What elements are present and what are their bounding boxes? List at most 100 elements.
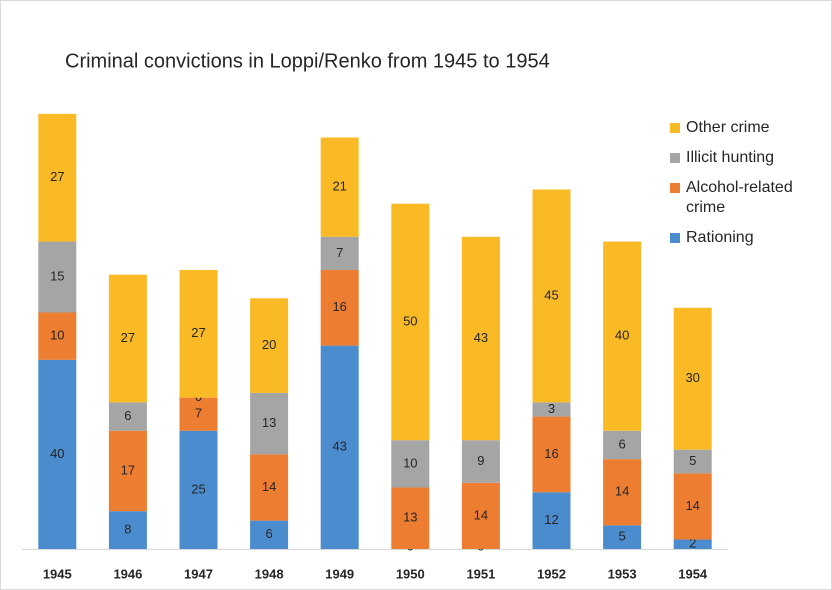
legend-label: Alcohol-related crime — [686, 179, 793, 216]
data-label: 9 — [477, 453, 484, 468]
legend-swatch — [670, 233, 680, 243]
x-tick-label: 1950 — [396, 566, 425, 581]
data-label: 16 — [332, 299, 346, 314]
bar-segment — [532, 189, 571, 403]
bar-segment — [391, 440, 430, 488]
legend-swatch — [670, 183, 680, 193]
data-label: 30 — [685, 370, 699, 385]
bar-segment — [108, 402, 147, 431]
bar-segment — [38, 113, 77, 242]
bar-segment — [603, 525, 642, 549]
bar-segment — [320, 236, 359, 270]
x-tick-label: 1945 — [43, 566, 72, 581]
data-label: 27 — [191, 325, 205, 340]
data-label: 12 — [544, 512, 558, 527]
bar-segment — [532, 402, 571, 417]
bar-segment — [673, 539, 712, 549]
chart-title: Criminal convictions in Loppi/Renko from… — [65, 50, 550, 72]
x-tick-label: 1947 — [184, 566, 213, 581]
bar-segment — [532, 416, 571, 493]
legend: Other crime Illicit hunting Alcohol-relate… — [670, 118, 830, 258]
x-tick-label: 1951 — [466, 566, 495, 581]
bar-segment — [603, 241, 642, 431]
data-label: 5 — [618, 529, 625, 544]
bar-segment — [673, 307, 712, 450]
data-label: 10 — [403, 455, 417, 470]
bar-segment — [250, 298, 289, 393]
bar-segment — [673, 473, 712, 540]
data-label: 50 — [403, 313, 417, 328]
bar-segment — [38, 241, 77, 313]
data-label: 6 — [265, 526, 272, 541]
data-label: 14 — [685, 498, 699, 513]
data-label: 10 — [50, 328, 64, 343]
x-tick-label: 1948 — [255, 566, 284, 581]
bar-segment — [38, 312, 77, 360]
bar-segment — [179, 430, 218, 549]
data-label: 45 — [544, 287, 558, 302]
data-label: 21 — [332, 179, 346, 194]
bar-segment — [320, 345, 359, 549]
data-label: 27 — [50, 169, 64, 184]
data-label: 3 — [548, 401, 555, 416]
data-label: 7 — [195, 406, 202, 421]
data-label: 14 — [615, 484, 629, 499]
x-tick-label: 1949 — [325, 566, 354, 581]
bar-segment — [673, 449, 712, 474]
bar-segment — [320, 137, 359, 237]
x-tick-label: 1953 — [608, 566, 637, 581]
bar-segment — [179, 269, 218, 398]
data-label: 6 — [618, 436, 625, 451]
legend-label: Other crime — [686, 119, 770, 136]
data-label: 7 — [336, 245, 343, 260]
x-tick-label: 1952 — [537, 566, 566, 581]
legend-item: Other crime — [670, 118, 830, 138]
bar-segment — [461, 236, 500, 441]
data-label: 25 — [191, 481, 205, 496]
data-label: 40 — [50, 446, 64, 461]
data-label: 43 — [474, 330, 488, 345]
bar-segment — [532, 492, 571, 549]
legend-label: Rationing — [686, 229, 754, 246]
data-label: 14 — [262, 479, 276, 494]
bar-segment — [250, 454, 289, 521]
bar-segment — [320, 269, 359, 346]
bar-segment — [603, 430, 642, 460]
bar-segment — [461, 440, 500, 483]
data-label: 17 — [121, 462, 135, 477]
bar-segment — [108, 274, 147, 403]
data-label: 2 — [689, 536, 696, 551]
data-label: 13 — [403, 510, 417, 525]
bar-segment — [603, 459, 642, 526]
data-label: 8 — [124, 522, 131, 537]
legend-item: Illicit hunting — [670, 148, 830, 168]
x-tick-label: 1946 — [113, 566, 142, 581]
legend-swatch — [670, 153, 680, 163]
bar-segment — [391, 203, 430, 441]
x-tick-label: 1954 — [678, 566, 708, 581]
legend-item: Alcohol-related crime — [670, 178, 830, 218]
bar-segment — [250, 392, 289, 455]
data-label: 43 — [332, 439, 346, 454]
data-label: 14 — [474, 507, 488, 522]
legend-item: Rationing — [670, 228, 830, 248]
legend-swatch — [670, 123, 680, 133]
data-label: 15 — [50, 268, 64, 283]
bar-segment — [391, 487, 430, 549]
legend-label: Illicit hunting — [686, 149, 775, 166]
bar-segment — [108, 511, 147, 549]
data-label: 20 — [262, 337, 276, 352]
data-label: 6 — [124, 408, 131, 423]
data-label: 5 — [689, 453, 696, 468]
data-label: 40 — [615, 328, 629, 343]
bar-segment — [461, 482, 500, 549]
bar-segment — [38, 359, 77, 549]
bar-segment — [108, 430, 147, 512]
data-label: 13 — [262, 415, 276, 430]
data-label: 27 — [121, 330, 135, 345]
data-label: 16 — [544, 446, 558, 461]
bar-segment — [250, 520, 289, 549]
bar-segment — [179, 397, 218, 431]
